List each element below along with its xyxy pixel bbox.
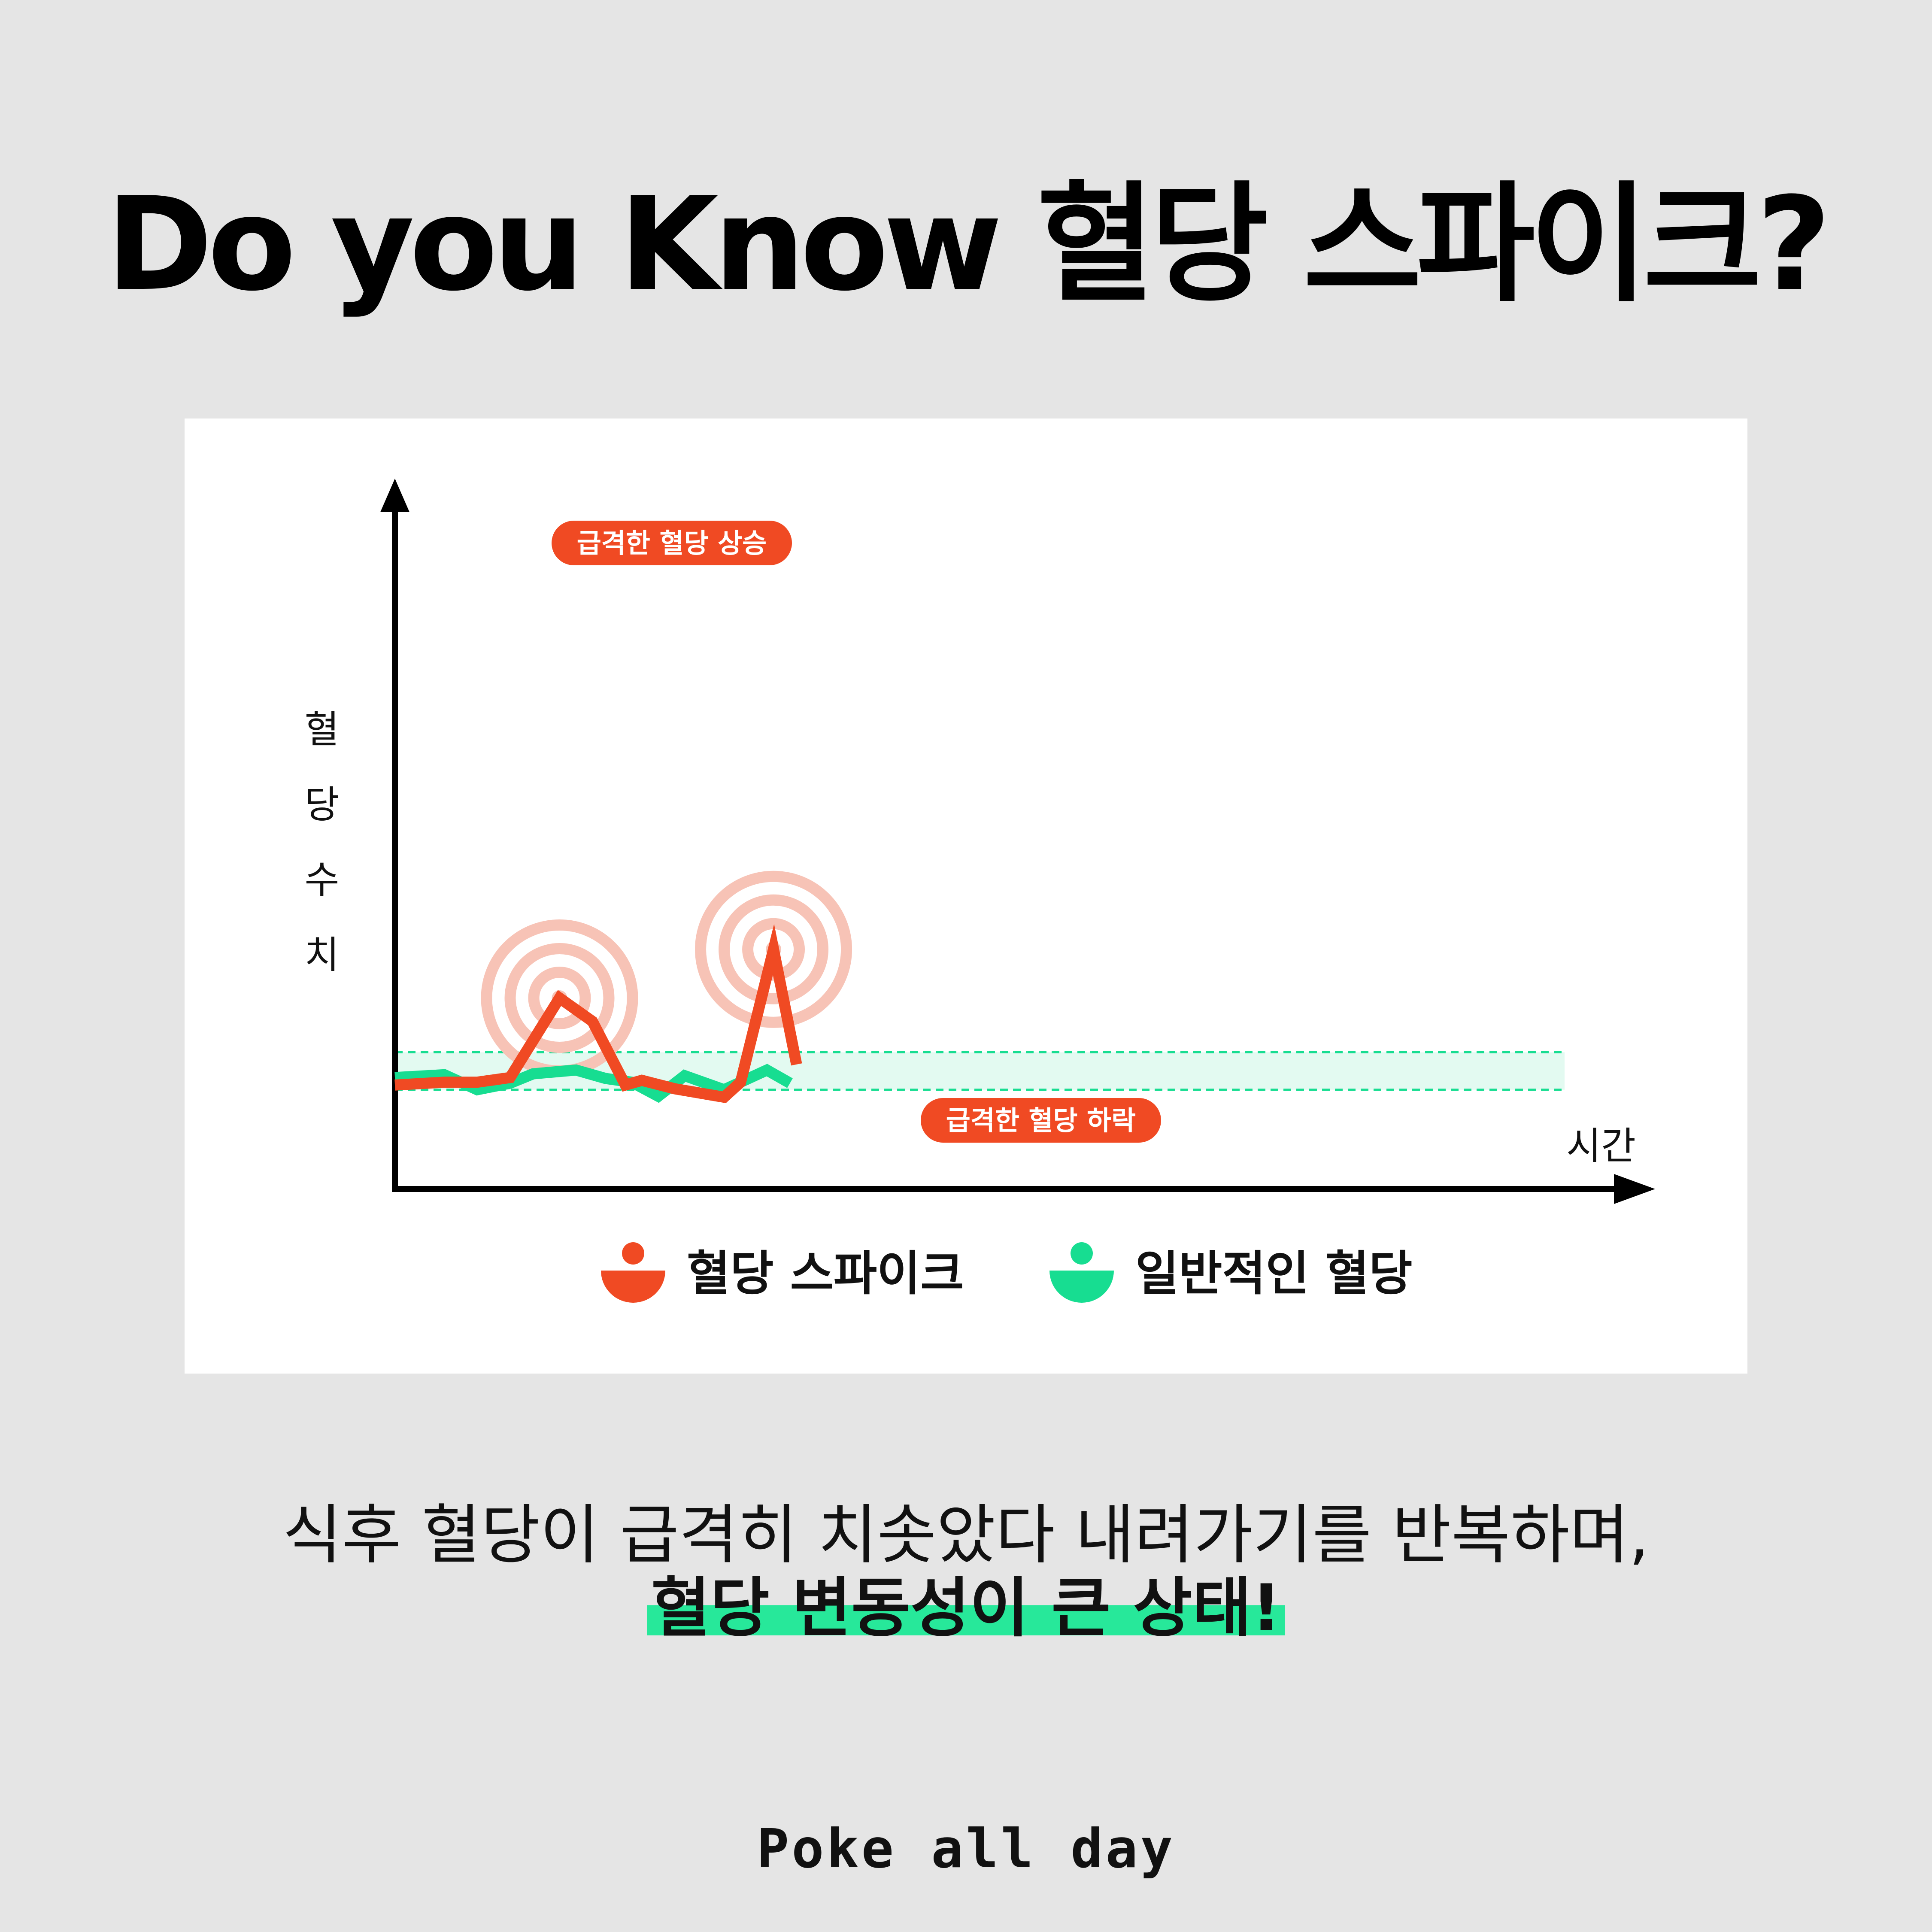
peak-alert-ring [695,870,852,1028]
y-axis-label-char: 당 [305,783,340,827]
annotation-label: 급격한 혈당 상승 [577,528,767,559]
series-line-spike [394,924,802,1104]
description-line-1: 식후 혈당이 급격히 치솟았다 내려가기를 반복하며, [282,1498,1650,1573]
page-title: Do you Know 혈당 스파이크? [106,170,1831,319]
legend-bowl-icon [601,1271,665,1303]
annotation-label: 급격한 혈당 하락 [946,1105,1136,1136]
brand-logo: Poke all day [756,1818,1176,1880]
y-axis-arrow [380,479,409,512]
y-axis-label-char: 치 [305,933,340,977]
y-axis-label-char: 수 [305,858,340,902]
legend-label: 혈당 스파이크 [687,1246,964,1301]
annotation-pill: 급격한 혈당 하락 [921,1098,1161,1143]
x-axis-label: 시간 [1566,1124,1636,1168]
annotation-pill: 급격한 혈당 상승 [552,521,792,565]
legend-bowl-icon-dot [1071,1242,1093,1265]
legend-bowl-icon-dot [622,1242,644,1265]
peak-alert-ring [719,894,829,1004]
peak-alert-ring [528,967,591,1030]
annotation-pill-bg [921,1098,1161,1143]
y-axis-label-char: 혈 [305,707,340,752]
legend-label: 일반적인 혈당 [1135,1246,1413,1301]
x-axis-arrow [1614,1174,1655,1204]
legend-item: 혈당 스파이크 [601,1242,964,1303]
annotation-pill-bg [552,521,792,565]
description-line-2-highlight: 혈당 변동성이 큰 상태! [646,1573,1286,1644]
peak-alert-ring [504,943,615,1053]
legend-item: 일반적인 혈당 [1049,1242,1413,1303]
legend-bowl-icon [1049,1271,1114,1303]
